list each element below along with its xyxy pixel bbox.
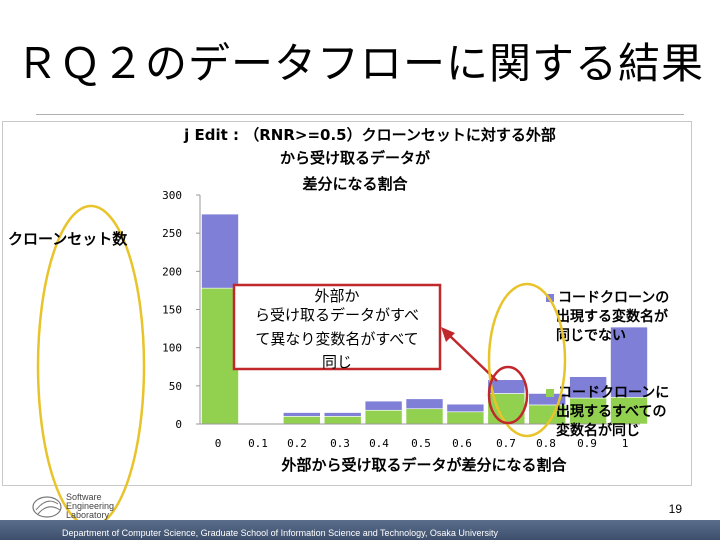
bar-segment (323, 416, 362, 425)
logo-line: Software (66, 492, 102, 502)
x-axis-label: 外部から受け取るデータが差分になる割合 (280, 456, 567, 474)
y-tick-label: 0 (175, 418, 182, 431)
bar-segment (323, 412, 362, 417)
bar-segment (201, 287, 239, 425)
chart-title-line: 差分になる割合 (302, 175, 408, 193)
chart-bars (201, 213, 648, 425)
title-divider (36, 114, 684, 115)
chart-title-line: j Edit : （RNR>=0.5）クローンセットに対する外部 (183, 126, 556, 144)
y-tick-label: 50 (169, 380, 182, 393)
chart-legend: コードクローンの出現する変数名が同じでないコードクローンに出現するすべての変数名… (546, 290, 669, 439)
legend-swatch (546, 389, 554, 397)
legend-label: 変数名が同じ (556, 422, 640, 439)
bar-segment (282, 416, 321, 425)
footer-text: Department of Computer Science, Graduate… (62, 528, 498, 538)
x-tick-label: 0.8 (536, 437, 556, 450)
callout-text: ら受け取るデータがすべ (255, 306, 419, 324)
logo-line: Engineering (66, 501, 115, 511)
bar-segment (487, 379, 526, 394)
slide-title: ＲＱ２のデータフローに関する結果 (15, 39, 704, 88)
chart-frame (2, 121, 692, 486)
highlight-ellipse-right (487, 282, 567, 438)
axis-labels: 外部から受け取るデータが差分になる割合 クローンセット数 (8, 230, 567, 474)
logo-icon (32, 496, 62, 518)
y-tick-label: 150 (162, 304, 182, 317)
y-axis-ticks: 0 50 100 150 200 250 300 (162, 189, 182, 431)
chart-title: j Edit : （RNR>=0.5）クローンセットに対する外部から受け取るデー… (183, 126, 556, 193)
callout-text: 外部か (314, 287, 359, 305)
y-tick-label: 200 (162, 265, 182, 278)
logo-text: Software Engineering Laboratory (66, 493, 114, 520)
legend-label: 出現するすべての (556, 403, 666, 420)
callout-box (232, 283, 442, 371)
callout-arrowhead (441, 327, 455, 342)
y-axis-label: クローンセット数 (8, 230, 128, 248)
legend-label: 同じでない (556, 328, 626, 344)
legend-label: コードクローンの (558, 290, 669, 306)
x-tick-label: 0.1 (248, 437, 268, 450)
x-tick-label: 0.6 (452, 437, 472, 450)
callout-text: て異なり変数名がすべて (255, 330, 418, 348)
x-tick-label: 0.9 (577, 437, 597, 450)
bar-segment (364, 400, 403, 411)
x-tick-label: 0 (215, 437, 222, 450)
highlight-ellipse-left (36, 204, 146, 528)
bar-segment (446, 403, 485, 413)
bar-segment (405, 398, 444, 410)
legend-label: 出現する変数名が (556, 308, 669, 325)
x-tick-label: 0.2 (287, 437, 307, 450)
bar-segment (282, 412, 321, 417)
x-tick-label: 0.7 (496, 437, 516, 450)
y-tick-label: 250 (162, 227, 182, 240)
y-tick-label: 100 (162, 342, 182, 355)
bar-segment (201, 213, 239, 289)
logo-line: Laboratory (66, 510, 110, 520)
legend-label: コードクローンに (558, 385, 669, 401)
y-tick-label: 300 (162, 189, 182, 202)
page-number: 19 (668, 502, 682, 516)
bar-segment (446, 411, 485, 425)
x-tick-label: 0.3 (330, 437, 350, 450)
bar-segment (364, 409, 403, 425)
x-tick-label: 0.4 (369, 437, 389, 450)
bar-segment (569, 397, 607, 425)
bar-segment (405, 408, 444, 425)
highlight-ellipse-red (487, 365, 529, 425)
lab-logo: Software Engineering Laboratory (30, 492, 160, 522)
callout-text: 同じ (322, 353, 352, 371)
bar-segment (569, 376, 607, 399)
footer-bar: Department of Computer Science, Graduate… (0, 520, 720, 540)
x-tick-label: 0.5 (411, 437, 431, 450)
x-tick-label: 1 (622, 437, 629, 450)
bar-segment (610, 326, 648, 398)
chart-axes (196, 194, 640, 425)
chart-title-line: から受け取るデータが (280, 149, 431, 167)
x-axis-ticks: 0 0.1 0.2 0.3 0.4 0.5 0.6 0.7 0.8 0.9 1 (215, 437, 629, 450)
